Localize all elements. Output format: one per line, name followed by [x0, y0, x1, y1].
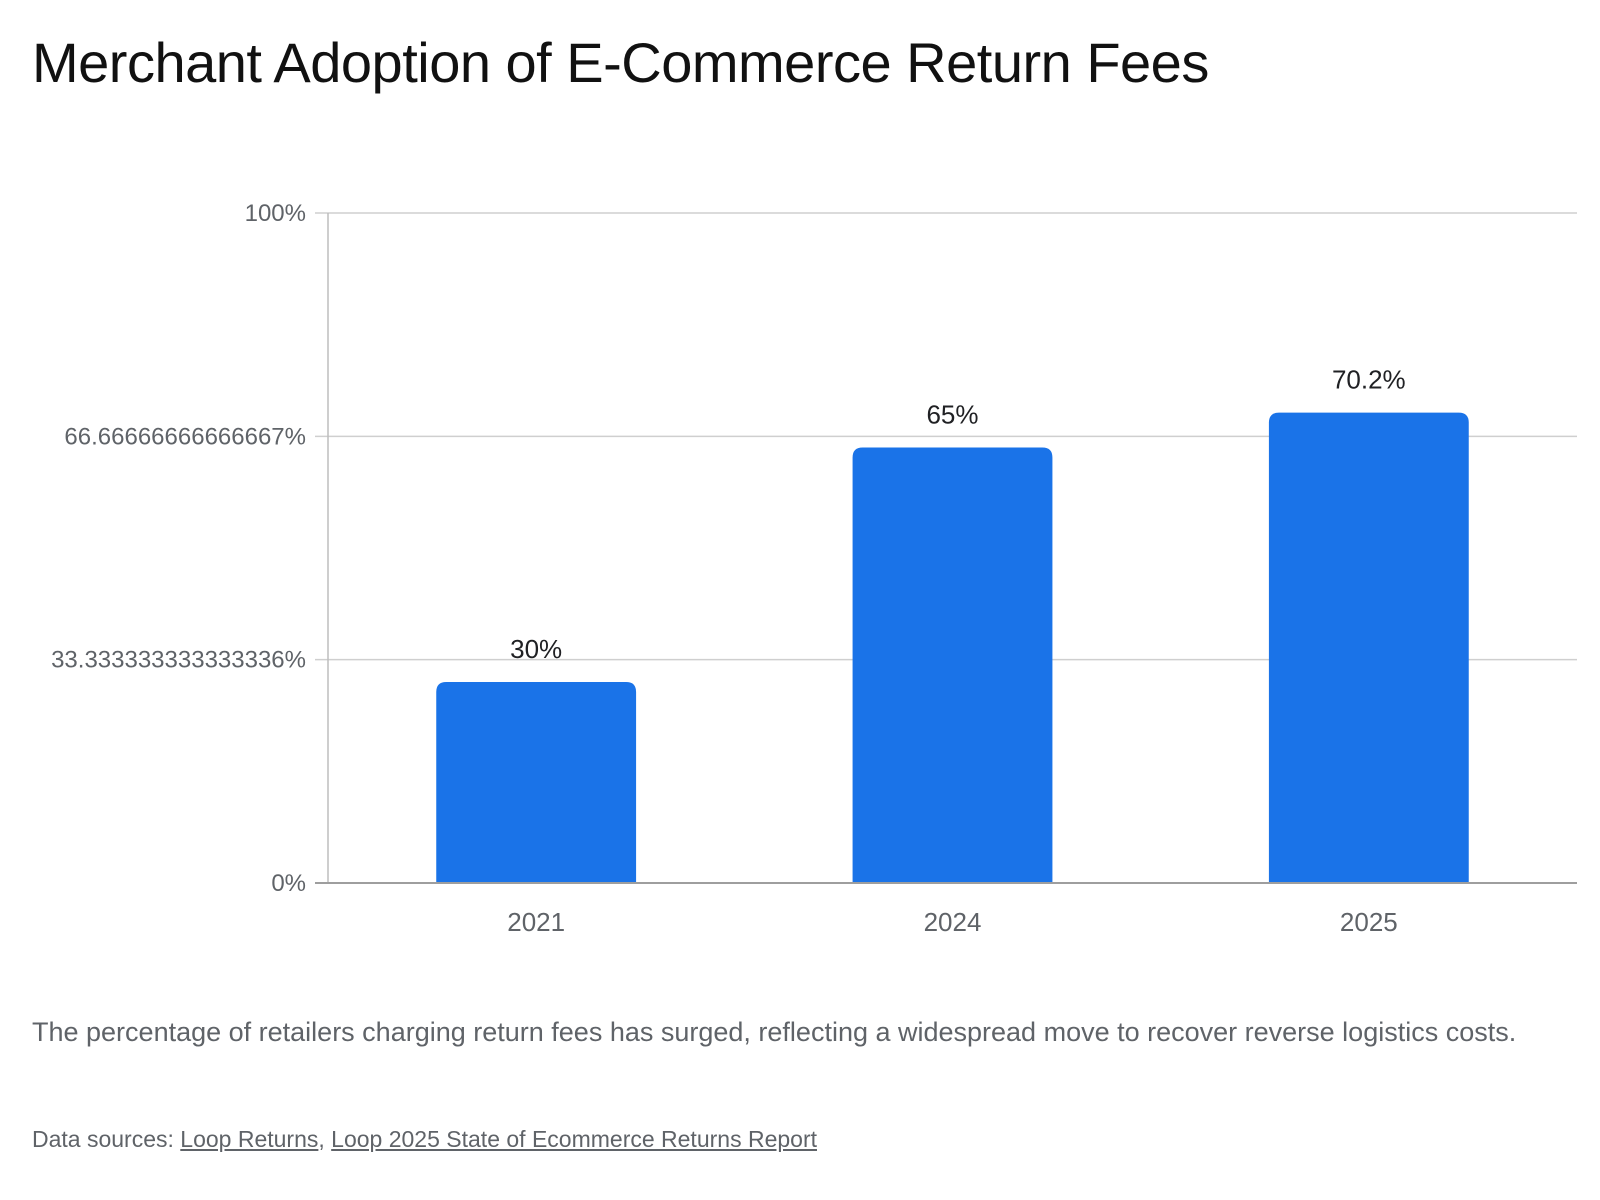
- y-tick-label: 0%: [271, 870, 306, 897]
- y-tick-label: 100%: [245, 200, 306, 227]
- sources-prefix: Data sources:: [32, 1126, 181, 1152]
- data-label: 30%: [510, 634, 562, 664]
- x-tick-label: 2021: [507, 907, 565, 937]
- chart-title: Merchant Adoption of E-Commerce Return F…: [32, 31, 1209, 94]
- data-sources: Data sources: Loop Returns, Loop 2025 St…: [32, 1126, 817, 1153]
- source-link-loop-returns[interactable]: Loop Returns: [180, 1126, 319, 1152]
- chart-description: The percentage of retailers charging ret…: [32, 1017, 1517, 1047]
- y-tick-label: 66.66666666666667%: [64, 423, 306, 450]
- sources-separator: ,: [318, 1126, 332, 1152]
- x-axis-tick-labels: 2021 2024 2025: [507, 907, 1398, 937]
- data-labels: 30% 65% 70.2%: [510, 365, 1406, 664]
- bar-2024: [852, 447, 1053, 883]
- bar-2021: [436, 682, 637, 883]
- x-tick-label: 2024: [924, 907, 982, 937]
- bar-2025: [1268, 412, 1469, 883]
- y-axis-tick-labels: 0% 33.333333333333336% 66.66666666666667% 1…: [51, 200, 306, 897]
- bars: [436, 412, 1469, 883]
- data-label: 70.2%: [1332, 365, 1406, 395]
- x-tick-label: 2025: [1340, 907, 1398, 937]
- data-label: 65%: [926, 400, 978, 430]
- y-tick-label: 33.333333333333336%: [51, 647, 306, 674]
- source-link-loop-report[interactable]: Loop 2025 State of Ecommerce Returns Rep…: [331, 1126, 817, 1152]
